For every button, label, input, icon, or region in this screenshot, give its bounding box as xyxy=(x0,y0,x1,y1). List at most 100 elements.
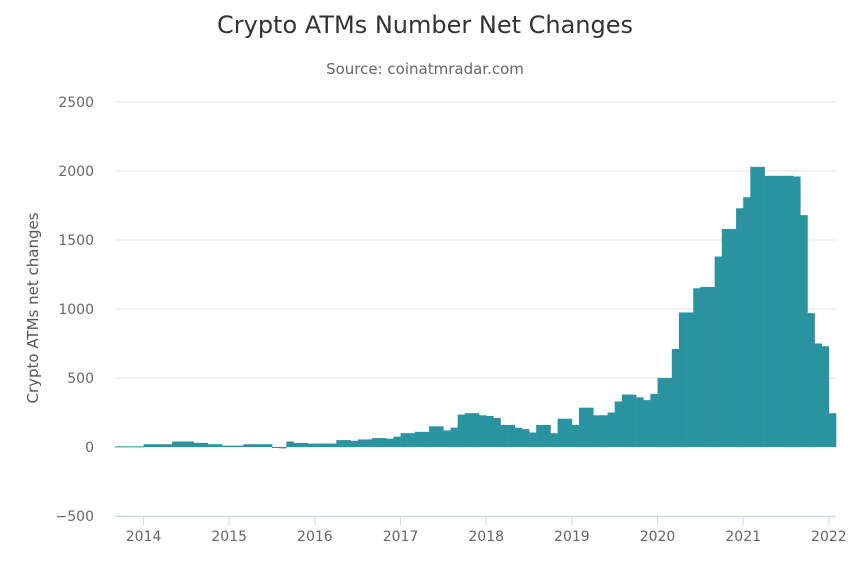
bar[interactable] xyxy=(650,393,658,447)
bar[interactable] xyxy=(579,407,587,447)
bar[interactable] xyxy=(379,438,387,447)
bar[interactable] xyxy=(821,346,830,447)
bar[interactable] xyxy=(115,446,123,448)
bar[interactable] xyxy=(486,415,494,447)
bar[interactable] xyxy=(207,444,216,447)
bar[interactable] xyxy=(771,175,780,447)
bar[interactable] xyxy=(543,424,551,447)
bar[interactable] xyxy=(643,400,651,447)
bar[interactable] xyxy=(664,378,673,447)
bar[interactable] xyxy=(393,436,401,447)
bar[interactable] xyxy=(364,439,373,447)
bar[interactable] xyxy=(222,445,230,447)
bar[interactable] xyxy=(636,397,644,447)
bar[interactable] xyxy=(500,424,508,447)
bar[interactable] xyxy=(721,228,730,447)
bar[interactable] xyxy=(571,424,580,447)
bar[interactable] xyxy=(229,445,237,447)
bar[interactable] xyxy=(600,415,608,447)
bar[interactable] xyxy=(257,444,266,447)
bar[interactable] xyxy=(357,439,366,447)
bar[interactable] xyxy=(243,444,251,447)
bar[interactable] xyxy=(179,441,187,447)
bar[interactable] xyxy=(678,312,687,447)
bar[interactable] xyxy=(336,440,344,447)
bar[interactable] xyxy=(757,166,765,448)
bar[interactable] xyxy=(250,444,259,447)
bar[interactable] xyxy=(529,432,537,447)
bar[interactable] xyxy=(436,426,444,447)
bar[interactable] xyxy=(736,208,744,447)
bar[interactable] xyxy=(350,440,359,447)
bar[interactable] xyxy=(714,256,723,447)
bar[interactable] xyxy=(143,444,151,447)
bar[interactable] xyxy=(557,418,566,447)
bar[interactable] xyxy=(778,175,787,447)
bar[interactable] xyxy=(329,443,337,447)
bar[interactable] xyxy=(314,443,323,447)
bar[interactable] xyxy=(457,414,466,447)
bar[interactable] xyxy=(286,441,294,447)
bar[interactable] xyxy=(200,442,209,447)
bar[interactable] xyxy=(122,446,130,448)
bar[interactable] xyxy=(264,444,273,447)
bar[interactable] xyxy=(586,407,594,447)
bar[interactable] xyxy=(279,447,287,449)
bar[interactable] xyxy=(657,378,665,447)
bar[interactable] xyxy=(743,197,751,447)
bar[interactable] xyxy=(764,175,773,447)
bar[interactable] xyxy=(693,288,701,447)
bar[interactable] xyxy=(614,401,623,447)
bar[interactable] xyxy=(157,444,166,447)
bar[interactable] xyxy=(400,433,408,447)
bar[interactable] xyxy=(136,446,144,448)
bar[interactable] xyxy=(671,349,680,447)
bar[interactable] xyxy=(293,442,301,447)
bar[interactable] xyxy=(214,444,223,447)
bar[interactable] xyxy=(521,429,530,447)
bar[interactable] xyxy=(307,443,316,447)
bar[interactable] xyxy=(493,418,501,447)
bar[interactable] xyxy=(164,444,173,447)
bar[interactable] xyxy=(550,433,558,447)
bar[interactable] xyxy=(443,430,451,447)
bar[interactable] xyxy=(193,442,201,447)
bar[interactable] xyxy=(450,427,458,447)
bar[interactable] xyxy=(407,433,416,447)
bar[interactable] xyxy=(343,440,351,447)
bar[interactable] xyxy=(707,286,715,447)
bar[interactable] xyxy=(300,442,309,447)
bar[interactable] xyxy=(464,413,473,447)
bar[interactable] xyxy=(800,215,808,447)
bar[interactable] xyxy=(429,426,437,447)
bar[interactable] xyxy=(828,413,837,447)
bar[interactable] xyxy=(172,441,180,447)
bar[interactable] xyxy=(129,446,137,448)
bar[interactable] xyxy=(186,441,194,447)
bar[interactable] xyxy=(471,413,480,447)
bar[interactable] xyxy=(564,418,573,447)
bar[interactable] xyxy=(750,166,758,448)
bar[interactable] xyxy=(700,286,708,447)
bar[interactable] xyxy=(786,175,794,447)
bar[interactable] xyxy=(536,424,544,447)
bar[interactable] xyxy=(514,427,523,447)
bar[interactable] xyxy=(686,312,694,447)
bar[interactable] xyxy=(371,438,380,447)
bar[interactable] xyxy=(322,443,330,447)
bar[interactable] xyxy=(421,431,430,447)
bar[interactable] xyxy=(607,412,616,448)
bar[interactable] xyxy=(150,444,159,447)
bar[interactable] xyxy=(793,176,801,447)
bar[interactable] xyxy=(272,447,280,448)
bar[interactable] xyxy=(593,415,601,447)
bar[interactable] xyxy=(479,415,487,447)
bar[interactable] xyxy=(807,313,815,447)
bar[interactable] xyxy=(236,445,244,447)
bar[interactable] xyxy=(386,438,394,447)
bar[interactable] xyxy=(507,424,516,447)
bar[interactable] xyxy=(621,394,630,447)
bar[interactable] xyxy=(728,228,737,447)
bar[interactable] xyxy=(814,343,823,448)
bar[interactable] xyxy=(628,394,637,447)
